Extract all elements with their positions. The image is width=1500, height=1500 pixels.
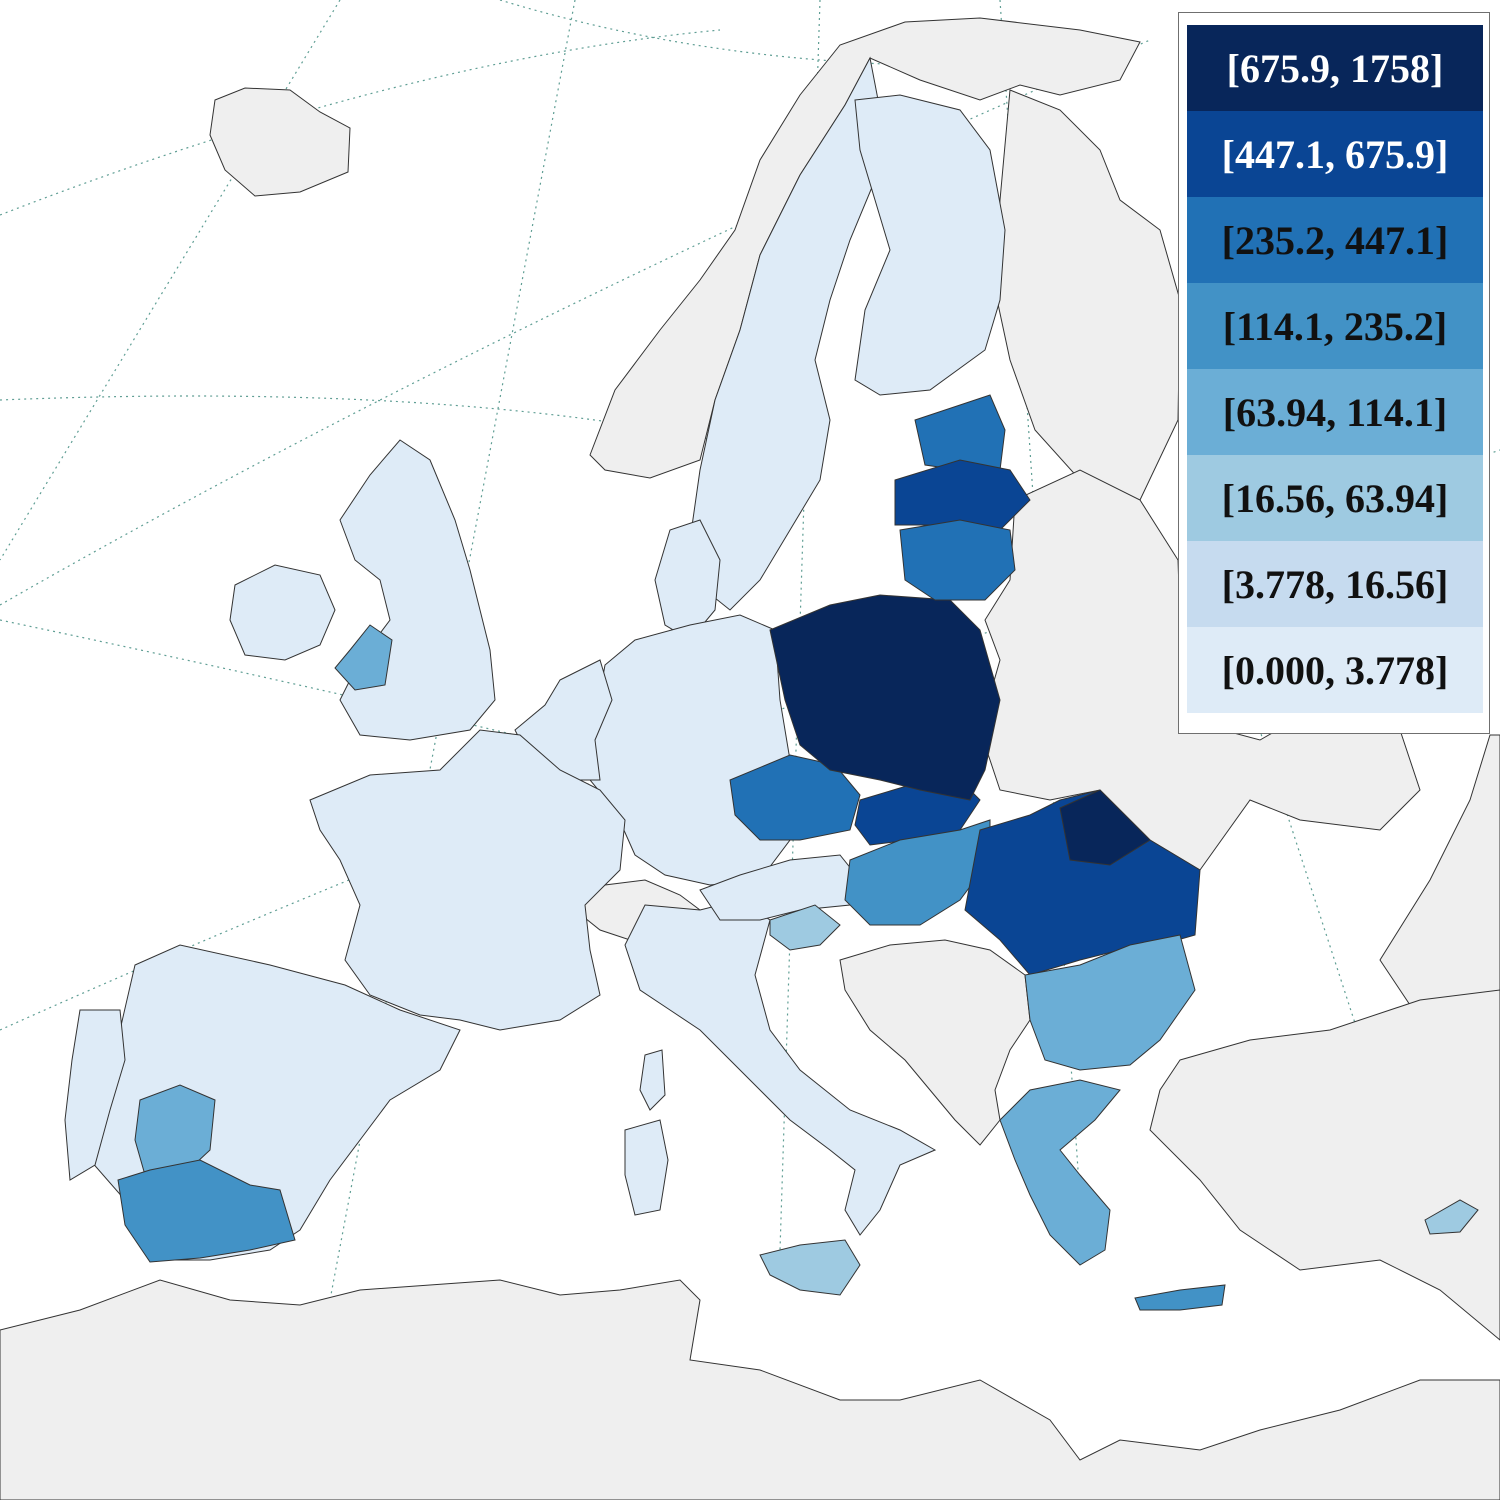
region-ireland: [229, 564, 336, 661]
legend: [675.9, 1758] [447.1, 675.9] [235.2, 447…: [1178, 12, 1490, 734]
legend-label: [3.778, 16.56]: [1221, 561, 1449, 607]
region-corsica: [639, 1049, 666, 1111]
region-cyprus: [1424, 1199, 1479, 1235]
region-iceland: [209, 87, 351, 197]
region-slovenia: [769, 904, 841, 951]
region-finland: [854, 94, 1006, 396]
region-poland: [769, 594, 1001, 801]
region-bulgaria: [1024, 934, 1196, 1071]
legend-item: [675.9, 1758]: [1187, 25, 1483, 111]
legend-label: [675.9, 1758]: [1226, 45, 1444, 91]
region-denmark: [654, 519, 721, 641]
legend-item: [3.778, 16.56]: [1187, 541, 1483, 627]
region-italy: [624, 899, 937, 1236]
legend-label: [16.56, 63.94]: [1221, 475, 1449, 521]
region-lithuania: [899, 519, 1016, 601]
region-netherlands-belgium: [514, 659, 613, 781]
region-portugal: [64, 1009, 126, 1181]
legend-label: [0.000, 3.778]: [1221, 647, 1449, 693]
region-north-africa: [0, 1279, 1500, 1500]
region-sicily: [759, 1239, 861, 1296]
legend-label: [447.1, 675.9]: [1221, 131, 1449, 177]
region-wales: [334, 624, 393, 691]
legend-item: [63.94, 114.1]: [1187, 369, 1483, 455]
region-france: [309, 729, 626, 1031]
legend-label: [235.2, 447.1]: [1221, 217, 1449, 263]
legend-label: [114.1, 235.2]: [1222, 303, 1448, 349]
region-balkans: [839, 939, 1031, 1146]
legend-item: [16.56, 63.94]: [1187, 455, 1483, 541]
region-sweden: [689, 56, 881, 611]
region-latvia: [894, 459, 1031, 531]
region-turkey: [1149, 989, 1500, 1341]
region-sardinia: [624, 1119, 669, 1216]
region-romania-northeast: [1059, 789, 1151, 866]
region-belarus-ukraine-east: [1379, 734, 1500, 1021]
region-czechia: [729, 754, 861, 841]
legend-item: [447.1, 675.9]: [1187, 111, 1483, 197]
legend-item: [235.2, 447.1]: [1187, 197, 1483, 283]
legend-item: [0.000, 3.778]: [1187, 627, 1483, 713]
region-andalusia: [117, 1159, 296, 1263]
region-crete: [1134, 1284, 1226, 1311]
legend-label: [63.94, 114.1]: [1222, 389, 1448, 435]
region-greece: [999, 1079, 1121, 1266]
legend-item: [114.1, 235.2]: [1187, 283, 1483, 369]
